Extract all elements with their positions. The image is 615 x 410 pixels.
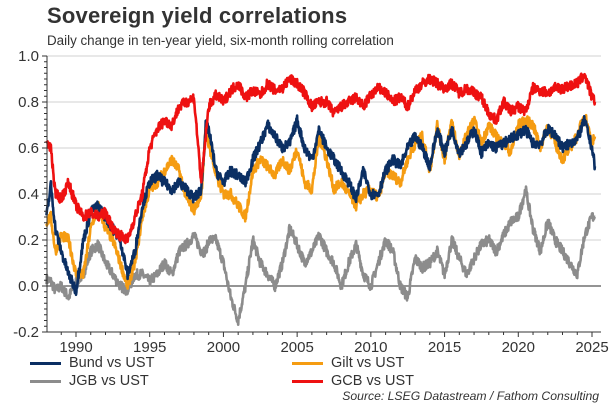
y-tick-label: 1.0 bbox=[18, 48, 39, 65]
y-tick-label: 0.8 bbox=[18, 94, 39, 111]
source-note: Source: LSEG Datastream / Fathom Consult… bbox=[342, 389, 599, 403]
y-axis-ticks: -0.2 0.0 0.2 0.4 0.6 0.8 1.0 bbox=[13, 48, 39, 341]
x-tick-label: 1995 bbox=[133, 339, 166, 356]
x-tick-label: 2010 bbox=[354, 339, 387, 356]
axes bbox=[42, 55, 601, 337]
x-tick-label: 2005 bbox=[280, 339, 313, 356]
legend-swatch-bund bbox=[30, 361, 61, 365]
legend-swatch-jgb bbox=[30, 379, 61, 383]
x-axis-ticks: 1990 1995 2000 2005 2010 2015 2020 2025 bbox=[59, 339, 608, 356]
series-lines bbox=[45, 72, 597, 326]
x-tick-label: 1990 bbox=[59, 339, 92, 356]
legend-swatch-gcb bbox=[292, 379, 323, 383]
y-tick-label: 0.2 bbox=[18, 232, 39, 249]
y-tick-label: 0.4 bbox=[18, 186, 39, 203]
x-tick-label: 2025 bbox=[575, 339, 608, 356]
legend-label-bund: Bund vs UST bbox=[69, 355, 155, 371]
x-tick-label: 2015 bbox=[428, 339, 461, 356]
legend-item-gilt: Gilt vs UST bbox=[292, 355, 404, 371]
legend-label-jgb: JGB vs UST bbox=[69, 373, 149, 389]
y-tick-label: 0.0 bbox=[18, 278, 39, 295]
legend-item-jgb: JGB vs UST bbox=[30, 373, 149, 389]
legend-label-gcb: GCB vs UST bbox=[331, 373, 414, 389]
chart-title: Sovereign yield correlations bbox=[47, 3, 348, 28]
x-tick-label: 2020 bbox=[502, 339, 535, 356]
series-line-gcb bbox=[45, 72, 597, 245]
y-tick-label: 0.6 bbox=[18, 140, 39, 157]
chart-subtitle: Daily change in ten-year yield, six-mont… bbox=[47, 33, 394, 48]
series-line-bund bbox=[45, 114, 597, 297]
x-tick-label: 2000 bbox=[207, 339, 240, 356]
legend-item-gcb: GCB vs UST bbox=[292, 373, 414, 389]
legend-swatch-gilt bbox=[292, 361, 323, 365]
series-line-jgb bbox=[45, 185, 596, 326]
legend-item-bund: Bund vs UST bbox=[30, 355, 154, 371]
y-tick-label: -0.2 bbox=[13, 324, 39, 341]
legend-label-gilt: Gilt vs UST bbox=[331, 355, 405, 371]
